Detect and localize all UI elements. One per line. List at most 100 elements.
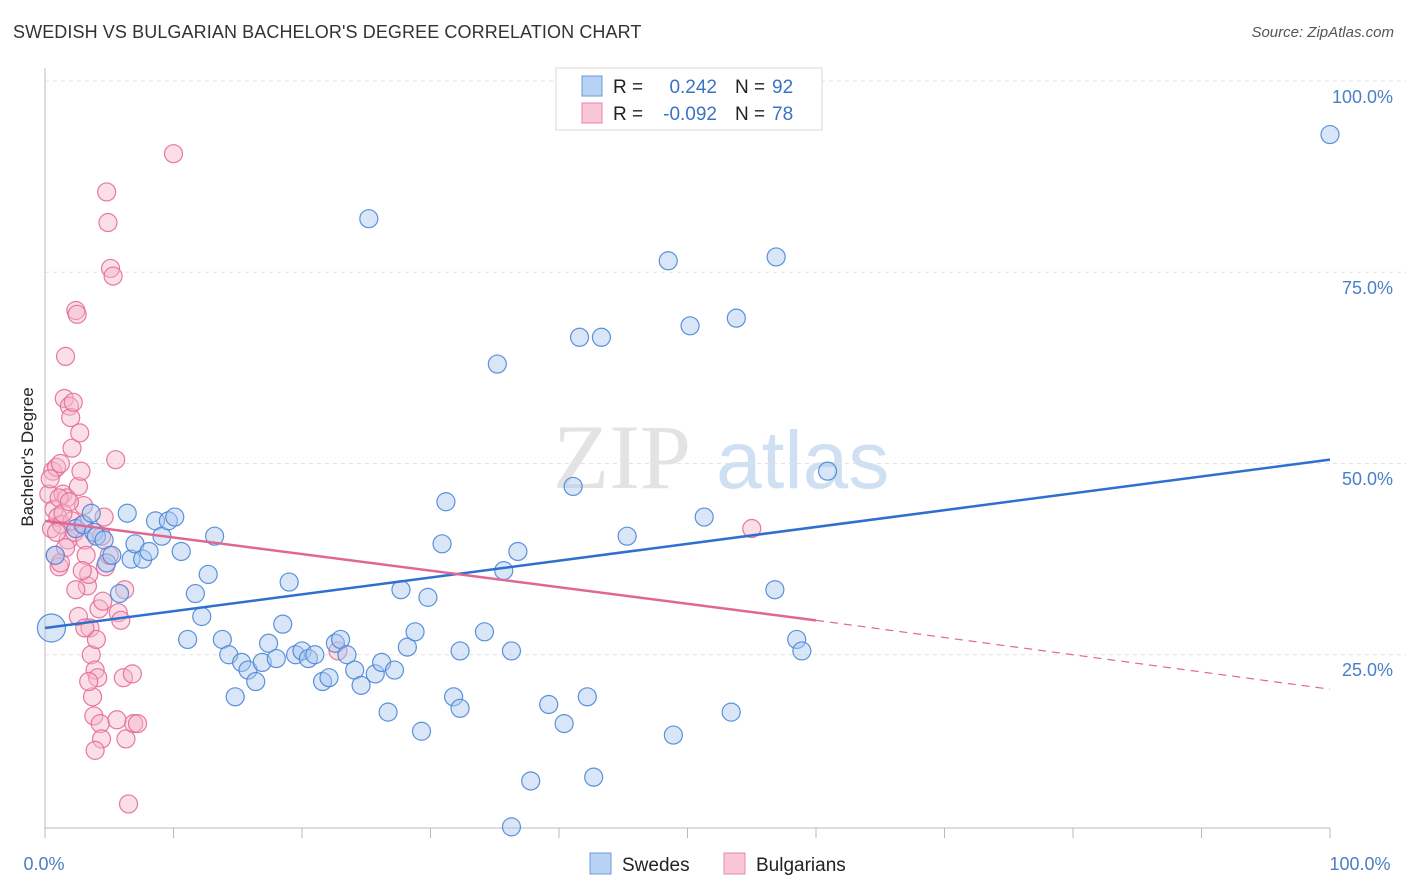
bulgarian-point <box>67 304 87 324</box>
y-tick-label-100: 100.0% <box>1332 87 1393 107</box>
x-tick-label-0: 0.0% <box>23 854 64 874</box>
swede-point <box>225 687 245 707</box>
swede-point <box>411 721 432 741</box>
swede-point <box>325 633 346 653</box>
swede-point <box>501 641 522 661</box>
bulgarians-trend-extension <box>815 619 1331 690</box>
swede-point <box>663 725 683 745</box>
swede-point <box>319 668 339 688</box>
bulgarian-point <box>58 530 78 550</box>
swedes-points <box>36 124 1340 837</box>
bulgarian-point <box>82 687 103 707</box>
bulgarian-point <box>93 591 113 611</box>
swede-point <box>359 209 379 229</box>
swede-point <box>384 660 405 680</box>
swede-point <box>117 503 137 523</box>
swede-point <box>766 247 786 267</box>
swede-point <box>501 817 522 837</box>
swede-point <box>397 637 417 657</box>
bulgarian-point <box>100 258 121 279</box>
bulgarian-point <box>61 408 81 428</box>
bulgarian-point <box>70 423 90 443</box>
swedes-bottom-swatch <box>589 852 612 875</box>
bulgarians-r-value: -0.092 <box>663 104 717 125</box>
swede-point <box>577 687 597 707</box>
swede-point <box>591 327 612 347</box>
swede-point <box>508 541 528 562</box>
swede-point <box>192 606 212 627</box>
grid-lines <box>45 80 1406 656</box>
swede-point <box>305 645 325 665</box>
bulgarian-point <box>116 729 136 749</box>
y-tick-label-75: 75.0% <box>1342 278 1393 298</box>
bulgarian-point <box>103 266 123 286</box>
swede-point <box>185 583 205 604</box>
bulgarian-point <box>94 507 114 527</box>
swede-point <box>258 633 279 653</box>
swedes-n-label: N = <box>735 77 765 98</box>
swede-point <box>418 587 438 607</box>
bulgarian-point <box>59 492 80 512</box>
swede-point <box>436 492 456 512</box>
swede-point <box>133 549 153 569</box>
bulgarian-point <box>118 794 139 814</box>
bulgarians-legend-swatch <box>581 102 603 124</box>
swedes-legend-swatch <box>581 75 603 97</box>
bulgarian-point <box>115 580 135 600</box>
bulgarian-point <box>73 495 94 516</box>
swede-point <box>109 583 130 604</box>
bulgarians-bottom-label: Bulgarians <box>756 855 846 876</box>
bulgarian-point <box>62 438 82 458</box>
bulgarian-point <box>66 580 86 600</box>
swedes-r-label: R = <box>613 77 643 98</box>
bulgarian-point <box>63 392 83 412</box>
bulgarian-point <box>85 740 105 760</box>
bulgarian-point <box>50 453 71 474</box>
swede-point <box>165 507 185 527</box>
swede-point <box>432 534 452 554</box>
swede-point <box>539 694 559 715</box>
stats-legend: R = 0.242 N = 92 R = -0.092 N = 78 <box>555 67 823 131</box>
swede-point <box>121 549 141 569</box>
swede-point <box>494 560 514 581</box>
swede-point <box>792 641 812 661</box>
swede-point <box>405 622 425 642</box>
bulgarians-n-value: 78 <box>772 104 793 125</box>
swede-point <box>487 354 507 374</box>
bulgarians-r-label: R = <box>613 104 643 125</box>
swede-point <box>94 530 114 550</box>
series-legend: Swedes Bulgarians <box>589 852 846 876</box>
bulgarians-bottom-swatch <box>723 852 746 875</box>
swede-point <box>351 675 371 695</box>
swede-point <box>584 767 604 787</box>
bulgarian-point <box>43 461 63 481</box>
swede-point <box>45 545 65 565</box>
watermark-atlas: atlas <box>716 415 889 506</box>
swede-point <box>232 652 252 673</box>
bulgarian-point <box>98 212 118 233</box>
bulgarian-point <box>81 645 101 665</box>
bulgarian-point <box>111 610 131 630</box>
swede-point <box>378 702 398 722</box>
swede-point <box>1320 124 1340 145</box>
bulgarian-point <box>79 671 99 692</box>
bulgarian-point <box>122 664 142 684</box>
swede-point <box>817 461 838 481</box>
swede-point <box>337 645 357 665</box>
bulgarian-point <box>742 518 762 539</box>
bulgarian-point <box>107 710 127 730</box>
bulgarian-point <box>40 469 60 489</box>
swede-point <box>694 507 714 527</box>
bulgarian-point <box>53 484 73 504</box>
bulgarian-point <box>68 476 89 497</box>
swede-point <box>139 541 159 562</box>
swede-point <box>171 541 191 562</box>
swede-point <box>680 316 700 336</box>
bulgarian-point <box>91 729 112 749</box>
swede-point <box>266 648 286 669</box>
swede-point <box>765 580 785 600</box>
swede-point <box>365 664 385 684</box>
swede-point <box>252 652 272 673</box>
y-tick-label-25: 25.0% <box>1342 660 1393 680</box>
